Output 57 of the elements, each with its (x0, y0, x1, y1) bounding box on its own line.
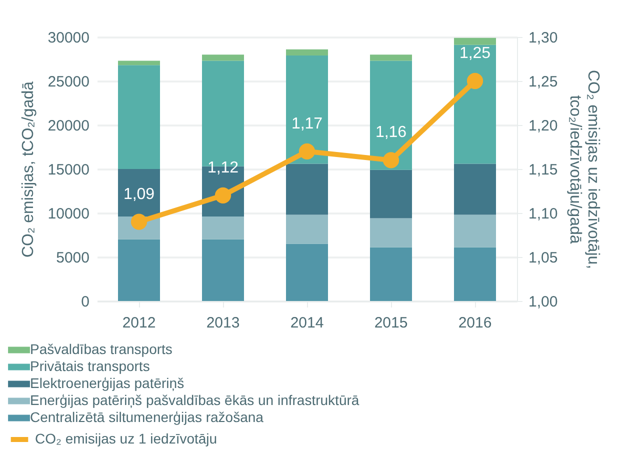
y-tick-label: 30000 (48, 30, 90, 46)
y2-tick-label: 1,20 (528, 118, 558, 134)
y-tick-label: 15000 (48, 162, 90, 178)
data-label: 1,25 (459, 45, 491, 62)
bar (370, 60, 412, 170)
y-tick-label: 10000 (48, 206, 90, 222)
bar (118, 60, 160, 66)
bar (202, 239, 244, 301)
point (298, 143, 316, 160)
x-tick-label: 2014 (290, 314, 324, 332)
bar (454, 44, 496, 164)
data-label: 1,09 (123, 186, 155, 203)
legend-label: Elektroenerģijas patēriņš (30, 375, 184, 391)
data-label: 1,17 (291, 115, 323, 132)
y2-tick-label: 1,15 (528, 162, 558, 178)
bar (370, 170, 412, 218)
legend-label: Centralizētā siltumenerģijas ražošana (30, 409, 264, 425)
bar (454, 247, 496, 301)
data-label: 1,12 (207, 159, 239, 176)
y-axis-title: CO₂ emisijas, tCO₂/gadā (20, 81, 37, 258)
bar (202, 216, 244, 240)
y2-axis-title: CO₂ emisijas uz iedzīvotāju, tco₂/iedzīvotāju/gadā (566, 70, 602, 270)
data-label: 1,16 (375, 124, 407, 142)
legend-label: Pašvaldības transports (30, 341, 172, 357)
y2-tick-label: 1,25 (528, 74, 558, 90)
bar (370, 54, 412, 61)
legend-label: CO₂ emisijas uz 1 iedzīvotāju (35, 430, 218, 446)
y-tick-label: 20000 (48, 118, 90, 134)
x-tick-label: 2013 (206, 314, 240, 332)
y-tick-label: 0 (81, 294, 90, 310)
bar (286, 214, 328, 244)
bar (454, 214, 496, 248)
bar (202, 54, 244, 61)
y2-tick-label: 1,30 (528, 30, 558, 46)
bar (454, 38, 496, 45)
bar (286, 55, 328, 164)
x-tick-label: 2016 (458, 314, 492, 332)
point (382, 152, 400, 168)
legend-label: Privātais transports (30, 358, 150, 374)
bar (118, 239, 160, 301)
bar (286, 49, 328, 56)
legend-label: Enerģijas patēriņš pašvaldības ēkās un infrastruktūrā (30, 392, 360, 408)
point (466, 72, 484, 90)
y2-tick-label: 1,05 (528, 250, 558, 266)
bar (370, 218, 412, 248)
bar (118, 65, 160, 169)
y-tick-label: 5000 (56, 250, 90, 266)
bar (286, 164, 328, 215)
x-tick-label: 2015 (374, 314, 408, 332)
x-tick-label: 2012 (122, 314, 156, 332)
y2-tick-label: 1,10 (528, 206, 558, 222)
bar (370, 247, 412, 301)
y2-tick-label: 1,00 (528, 294, 558, 310)
y-tick-label: 25000 (48, 74, 90, 90)
bar (118, 169, 160, 217)
bar (286, 244, 328, 301)
bar (454, 164, 496, 215)
